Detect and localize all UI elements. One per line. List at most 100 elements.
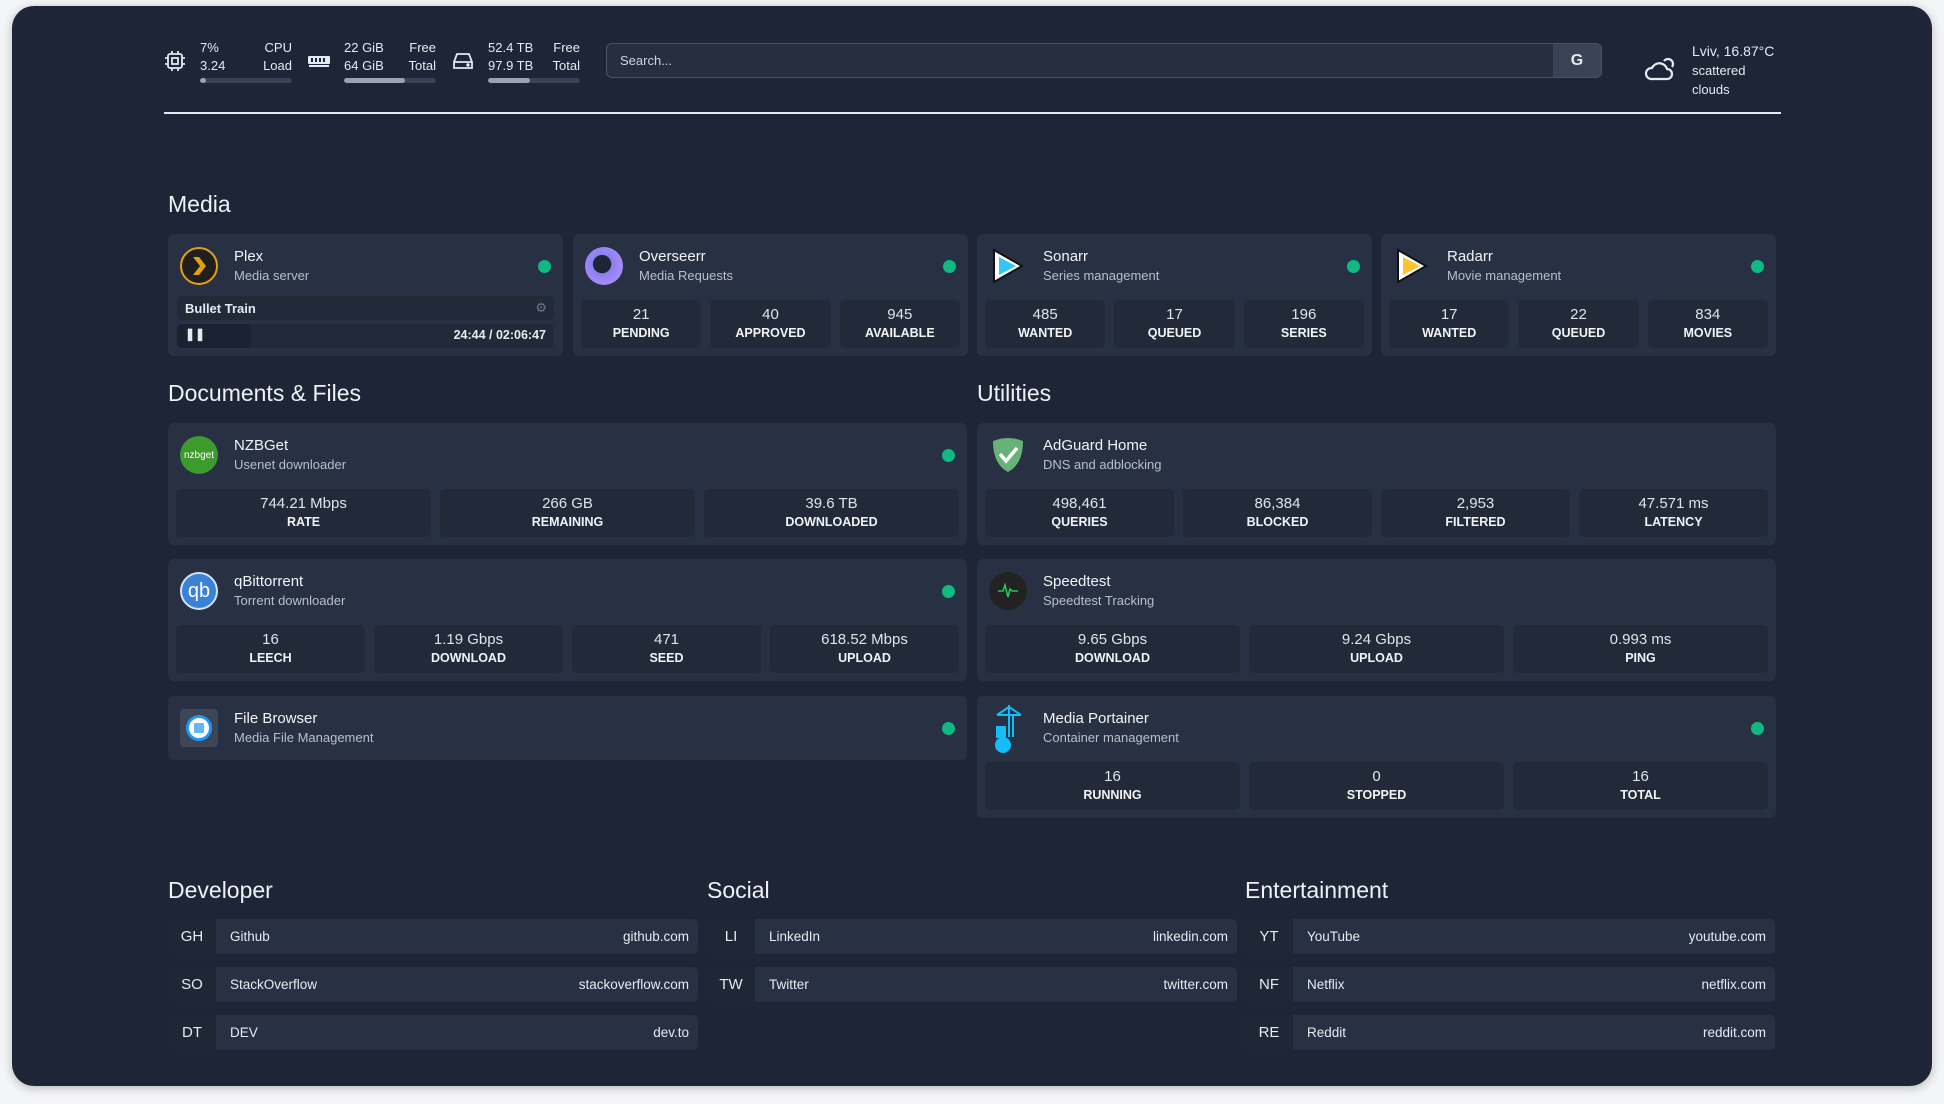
service-name: Sonarr xyxy=(1043,248,1089,265)
stat-blocked: 86,384 BLOCKED xyxy=(1183,489,1372,537)
dashboard-window xyxy=(12,6,1932,1086)
bookmark-github[interactable]: GH Github github.com xyxy=(168,919,698,954)
service-card-nzbget[interactable]: nzbget NZBGet Usenet downloader 744.21 Mb… xyxy=(168,423,967,545)
radarr-icon xyxy=(1393,247,1431,285)
plex-icon xyxy=(180,247,218,285)
bookmark-name: Twitter xyxy=(769,977,809,992)
service-name: AdGuard Home xyxy=(1043,437,1148,454)
stat-remaining: 266 GB REMAINING xyxy=(440,489,695,537)
cpu-widget: 7% CPU 3.24 Load xyxy=(162,39,292,83)
status-dot xyxy=(1751,722,1764,735)
stat-leech: 16 LEECH xyxy=(176,625,365,673)
status-dot xyxy=(942,722,955,735)
section-title-developer: Developer xyxy=(168,877,273,903)
stat-queries: 498,461 QUERIES xyxy=(985,489,1174,537)
service-name: Speedtest xyxy=(1043,573,1111,590)
sonarr-icon xyxy=(989,247,1027,285)
cloud-sun-icon xyxy=(1642,54,1676,87)
bookmark-linkedin[interactable]: LI LinkedIn linkedin.com xyxy=(707,919,1237,954)
service-card-plex[interactable]: Plex Media server Bullet Train ⚙ ❚❚ 24:44… xyxy=(168,234,563,356)
disk-icon xyxy=(450,48,476,74)
search-input[interactable] xyxy=(607,53,1553,68)
service-card-overseerr[interactable]: Overseerr Media Requests 21 PENDING 40 APPR… xyxy=(573,234,968,356)
disk-free: 52.4 TB xyxy=(488,40,534,55)
service-desc: Movie management xyxy=(1447,268,1562,283)
bookmark-url: stackoverflow.com xyxy=(578,977,689,992)
bookmark-abbr: GH xyxy=(168,919,216,954)
service-card-sonarr[interactable]: Sonarr Series management 485 WANTED 17 QUEU… xyxy=(977,234,1372,356)
service-name: qBittorrent xyxy=(234,573,304,590)
bookmark-stackoverflow[interactable]: SO StackOverflow stackoverflow.com xyxy=(168,967,698,1002)
playback-progress[interactable]: ❚❚ 24:44 / 02:06:47 xyxy=(177,324,554,348)
cpu-bar xyxy=(200,78,292,83)
stat-series: 196 SERIES xyxy=(1243,300,1364,348)
stat-approved: 40 APPROVED xyxy=(710,300,831,348)
disk-widget: 52.4 TB Free 97.9 TB Total xyxy=(450,39,580,83)
search-provider-button[interactable]: G xyxy=(1553,44,1601,77)
service-card-radarr[interactable]: Radarr Movie management 17 WANTED 22 QUEUED… xyxy=(1381,234,1776,356)
bookmark-name: Github xyxy=(230,929,270,944)
bookmark-twitter[interactable]: TW Twitter twitter.com xyxy=(707,967,1237,1002)
service-desc: Speedtest Tracking xyxy=(1043,593,1155,608)
total-label: Total xyxy=(408,58,436,73)
bookmark-youtube[interactable]: YT YouTube youtube.com xyxy=(1245,919,1775,954)
bookmark-abbr: YT xyxy=(1245,919,1293,954)
service-name: Overseerr xyxy=(639,248,706,265)
stat-wanted: 17 WANTED xyxy=(1389,300,1510,348)
pulse-icon xyxy=(989,572,1027,610)
weather-location: Lviv, 16.87°C xyxy=(1692,43,1775,59)
stat-downloaded: 39.6 TB DOWNLOADED xyxy=(704,489,959,537)
now-playing-title: Bullet Train xyxy=(185,300,256,316)
bookmark-url: dev.to xyxy=(653,1025,689,1040)
stat-ping: 0.993 ms PING xyxy=(1513,625,1768,673)
memory-icon xyxy=(306,48,332,74)
section-title-entertainment: Entertainment xyxy=(1245,877,1389,903)
stat-upload: 618.52 Mbps UPLOAD xyxy=(770,625,959,673)
settings-icon[interactable]: ⚙ xyxy=(535,300,547,315)
service-card-speedtest[interactable]: Speedtest Speedtest Tracking 9.65 Gbps DOW… xyxy=(977,559,1776,681)
service-card-adguard[interactable]: AdGuard Home DNS and adblocking 498,461 QU… xyxy=(977,423,1776,545)
weather-condition: scattered clouds xyxy=(1692,63,1746,97)
section-title-media: Media xyxy=(168,191,231,217)
bookmark-abbr: TW xyxy=(707,967,755,1002)
bookmark-dev[interactable]: DT DEV dev.to xyxy=(168,1015,698,1050)
memory-total: 64 GiB xyxy=(344,58,384,73)
memory-bar xyxy=(344,78,436,83)
free-label: Free xyxy=(553,40,580,55)
playback-time: 24:44 / 02:06:47 xyxy=(453,328,546,342)
bookmark-abbr: SO xyxy=(168,967,216,1002)
header-divider xyxy=(164,112,1781,114)
bookmark-reddit[interactable]: RE Reddit reddit.com xyxy=(1245,1015,1775,1050)
service-card-portainer[interactable]: Media Portainer Container management 16 RU… xyxy=(977,696,1776,818)
adguard-shield-icon xyxy=(989,436,1027,474)
service-name: File Browser xyxy=(234,710,318,727)
bookmark-url: reddit.com xyxy=(1702,1025,1766,1040)
stat-download: 9.65 Gbps DOWNLOAD xyxy=(985,625,1240,673)
status-dot xyxy=(942,449,955,462)
nzbget-icon: nzbget xyxy=(180,436,218,474)
service-card-filebrowser[interactable]: File Browser Media File Management xyxy=(168,696,967,760)
free-label: Free xyxy=(409,40,436,55)
bookmark-url: twitter.com xyxy=(1163,977,1228,992)
weather-widget: Lviv, 16.87°C scattered clouds xyxy=(1642,42,1782,99)
stat-movies: 834 MOVIES xyxy=(1647,300,1768,348)
section-title-social: Social xyxy=(707,877,770,903)
filebrowser-icon xyxy=(180,709,218,747)
disk-bar xyxy=(488,78,580,83)
service-desc: Media server xyxy=(234,268,310,283)
portainer-icon xyxy=(989,705,1027,753)
bookmark-url: linkedin.com xyxy=(1152,929,1228,944)
service-card-qbittorrent[interactable]: qb qBittorrent Torrent downloader 16 LEECH… xyxy=(168,559,967,681)
bookmark-url: youtube.com xyxy=(1688,929,1766,944)
service-name: Media Portainer xyxy=(1043,710,1149,727)
bookmark-abbr: NF xyxy=(1245,967,1293,1002)
top-bar: 7% CPU 3.24 Load 22 GiB Free 64 GiB Total 52… xyxy=(162,38,1782,97)
bookmark-name: Reddit xyxy=(1307,1025,1347,1040)
stat-running: 16 RUNNING xyxy=(985,762,1240,810)
pause-icon[interactable]: ❚❚ xyxy=(185,327,206,341)
section-title-docs: Documents & Files xyxy=(168,380,362,406)
status-dot xyxy=(538,260,551,273)
stat-stopped: 0 STOPPED xyxy=(1249,762,1504,810)
bookmark-netflix[interactable]: NF Netflix netflix.com xyxy=(1245,967,1775,1002)
stat-total: 16 TOTAL xyxy=(1513,762,1768,810)
